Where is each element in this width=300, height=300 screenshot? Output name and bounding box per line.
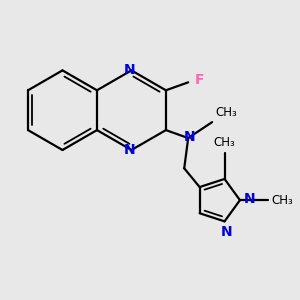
Text: CH₃: CH₃ <box>215 106 237 119</box>
Text: N: N <box>244 192 256 206</box>
Text: N: N <box>124 143 136 157</box>
Text: N: N <box>124 63 136 77</box>
Text: N: N <box>220 225 232 239</box>
Text: N: N <box>184 130 196 144</box>
Text: F: F <box>195 73 204 87</box>
Text: CH₃: CH₃ <box>271 194 293 207</box>
Text: CH₃: CH₃ <box>214 136 236 149</box>
